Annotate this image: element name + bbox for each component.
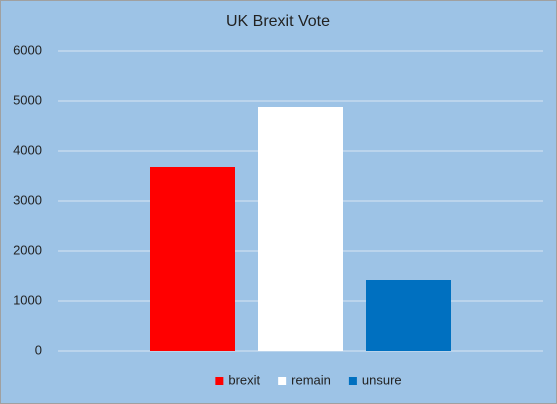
legend-swatch	[348, 377, 357, 385]
y-tick-label: 1000	[13, 292, 42, 307]
y-tick-label: 4000	[13, 142, 42, 157]
chart-title: UK Brexit Vote	[226, 13, 330, 30]
y-tick-label: 2000	[13, 242, 42, 257]
y-tick-label: 0	[35, 342, 42, 357]
bar	[150, 167, 235, 351]
y-tick-label: 5000	[13, 92, 42, 107]
legend-label: unsure	[362, 372, 402, 387]
legend-label: remain	[291, 372, 331, 387]
legend-swatch	[215, 377, 224, 385]
y-tick-label: 3000	[13, 192, 42, 207]
legend-label: brexit	[228, 372, 260, 387]
bar	[366, 280, 451, 351]
bar	[258, 107, 343, 351]
y-tick-label: 6000	[13, 42, 42, 57]
legend-swatch	[278, 377, 287, 385]
